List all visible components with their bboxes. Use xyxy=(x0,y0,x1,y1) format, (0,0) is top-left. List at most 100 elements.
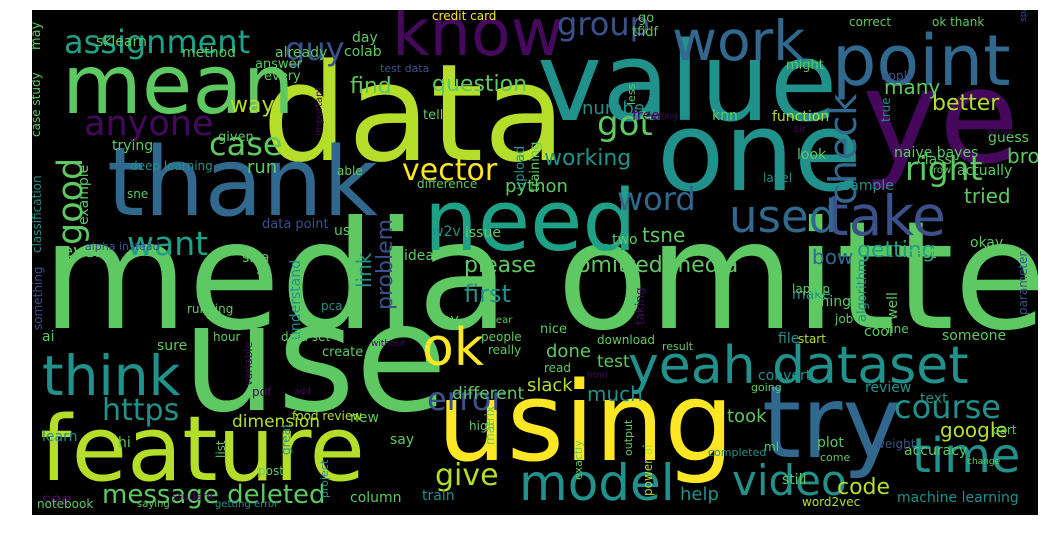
word-word: word xyxy=(617,180,696,218)
word-going: going xyxy=(751,381,782,394)
word-deep-learning: deep learning xyxy=(130,159,213,173)
word-post: post xyxy=(258,464,284,478)
word-give: give xyxy=(435,458,499,493)
word-know: know xyxy=(392,10,564,71)
word-given: given xyxy=(218,130,254,145)
word-data-set: data set xyxy=(281,330,330,344)
word-whole: whole xyxy=(987,128,1014,138)
word-plot: plot xyxy=(817,435,844,451)
word-machine-learning: machine learning xyxy=(897,490,1019,506)
word-cool: cool xyxy=(864,324,893,340)
word-ye: ye xyxy=(862,41,1019,193)
word-train: train xyxy=(422,488,455,504)
word-without: without xyxy=(371,339,405,349)
word-best: best xyxy=(906,246,937,262)
word-tell: tell xyxy=(423,108,443,123)
word-add: add xyxy=(294,387,311,397)
word-correct: correct xyxy=(849,15,891,29)
word-need: need xyxy=(424,172,636,271)
word-course: course xyxy=(894,388,1001,426)
word-vector: vector xyxy=(402,153,498,188)
word-took: took xyxy=(727,406,767,427)
word-actually: actually xyxy=(957,163,1012,179)
word-say: say xyxy=(390,432,414,448)
word-row: row xyxy=(933,165,951,176)
word-naive-bayes: naive bayes xyxy=(894,145,978,161)
word-value: value xyxy=(537,18,837,146)
word-bow: bow xyxy=(812,245,853,269)
word-sir: sir xyxy=(794,124,807,135)
word-many: many xyxy=(884,75,940,99)
word-free: free xyxy=(632,108,660,124)
word-omitted-media: omitted media xyxy=(577,253,738,278)
word-output: output xyxy=(622,419,635,456)
word-start: start xyxy=(798,332,826,346)
word-mean: mean xyxy=(62,38,295,133)
word-slack: slack xyxy=(527,375,573,396)
word-upload: upload xyxy=(513,146,528,190)
word-anyone: anyone xyxy=(84,104,213,144)
word-point: point xyxy=(832,20,1011,102)
word-food-review: food review xyxy=(292,409,362,423)
word-alpha-instead: alpha instead xyxy=(85,240,160,253)
word-really: really xyxy=(488,343,521,357)
word-understand: understand xyxy=(288,260,304,340)
word-work: work xyxy=(672,10,805,73)
word-true: true xyxy=(879,97,893,122)
word-come: come xyxy=(820,451,850,464)
word-getting-error: getting error xyxy=(215,499,279,510)
word-able: able xyxy=(337,164,363,178)
word-matrix: matrix xyxy=(483,406,497,445)
word-https: https xyxy=(102,393,179,428)
word-hey: hey xyxy=(433,312,459,328)
word-okay: okay xyxy=(970,235,1003,251)
word-google: google xyxy=(940,418,1008,442)
word-data-point: data point xyxy=(262,217,329,232)
word-two: two xyxy=(612,232,638,248)
word-great: great xyxy=(279,423,293,455)
word-one: one xyxy=(657,88,862,216)
word-see: see xyxy=(42,490,72,510)
word-tried: tried xyxy=(964,184,1011,208)
word-someone: someone xyxy=(942,328,1006,344)
word-every: every xyxy=(264,69,301,84)
word-apply: apply xyxy=(881,69,914,83)
word-think: think xyxy=(42,344,181,408)
word-test-data: test data xyxy=(380,62,429,75)
word-look: look xyxy=(797,147,827,163)
word-day: day xyxy=(352,30,378,46)
word-tfidf: tfidf xyxy=(632,25,659,40)
word-hour: hour xyxy=(213,330,241,344)
word-new: new xyxy=(350,410,379,426)
word-yeah: yeah xyxy=(628,336,756,396)
word-create: create xyxy=(322,345,363,360)
word-text: text xyxy=(920,391,948,407)
word-take: take xyxy=(827,184,946,248)
word-result: result xyxy=(662,340,694,353)
word-tsne: tsne xyxy=(642,223,685,247)
word-help: help xyxy=(680,484,719,505)
word-hi: hi xyxy=(118,435,131,451)
word-ai: ai xyxy=(42,329,54,345)
word-method: method xyxy=(182,45,236,61)
word-case: case xyxy=(209,125,283,163)
word-guess: guess xyxy=(988,130,1029,146)
word-completed: completed xyxy=(708,446,766,459)
word-change: change xyxy=(967,457,1001,467)
word-may: may xyxy=(32,21,44,50)
word-much: much xyxy=(587,382,643,406)
word-number: number xyxy=(582,98,653,119)
word-saying: saying xyxy=(137,499,170,510)
word-problem: problem xyxy=(373,219,398,310)
word-sample: sample xyxy=(843,178,894,194)
word-used: used xyxy=(729,190,837,243)
word-credit-card: credit card xyxy=(432,10,496,23)
word-try: try xyxy=(762,364,902,481)
word-thing: thing xyxy=(815,294,851,310)
word-notebook: notebook xyxy=(37,497,93,511)
word-download: download xyxy=(597,333,655,347)
word-line: line xyxy=(887,322,909,336)
word-year: year xyxy=(490,315,513,326)
word-assignment: assignment xyxy=(64,23,250,61)
word-bro: bro xyxy=(1007,144,1038,168)
